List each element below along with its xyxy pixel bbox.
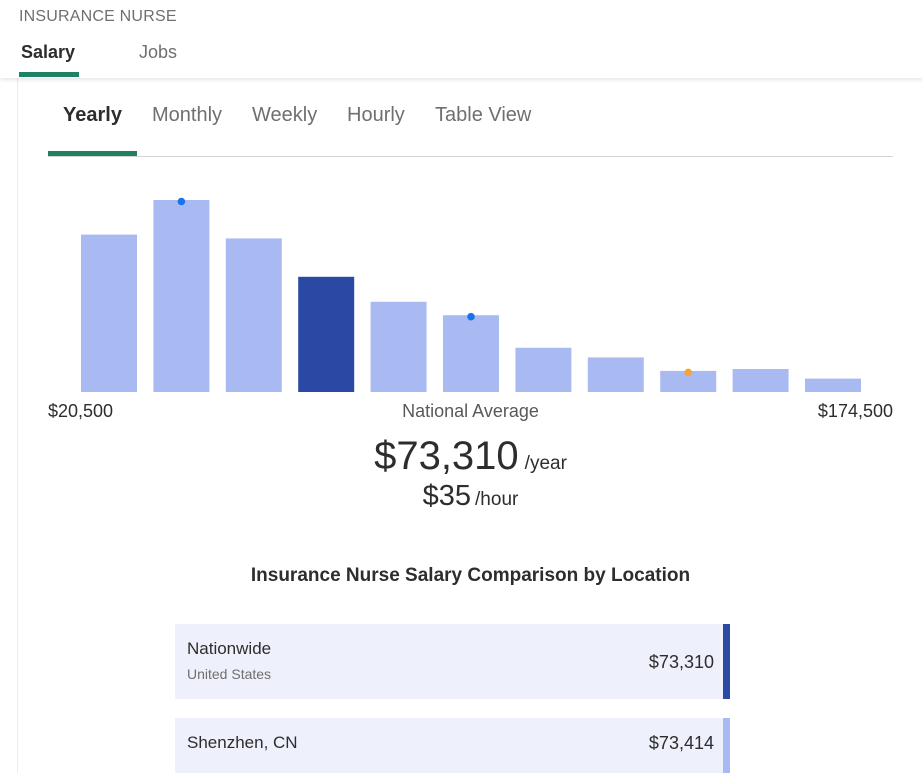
active-tab-indicator bbox=[19, 72, 79, 77]
active-subtab-indicator bbox=[48, 151, 137, 156]
histogram-bar[interactable] bbox=[81, 234, 137, 392]
histogram-min-label: $20,500 bbox=[48, 401, 114, 421]
histogram-bar[interactable] bbox=[153, 200, 210, 392]
histogram-marker bbox=[467, 312, 475, 321]
left-divider bbox=[17, 78, 18, 773]
histogram-bar[interactable] bbox=[225, 238, 282, 392]
location-salary: $73,414 bbox=[648, 733, 714, 753]
tab-hourly[interactable]: Hourly bbox=[347, 104, 405, 126]
histogram-bar[interactable] bbox=[515, 347, 572, 392]
location-bar bbox=[723, 718, 730, 773]
yearly-average: $73,310/year bbox=[0, 434, 923, 479]
histogram-center-label: National Average bbox=[402, 401, 539, 421]
job-title: INSURANCE NURSE bbox=[19, 8, 177, 25]
tab-table-view[interactable]: Table View bbox=[435, 104, 532, 126]
tab-jobs[interactable]: Jobs bbox=[139, 42, 178, 62]
histogram-bar[interactable] bbox=[660, 370, 717, 392]
location-row-shenzhen[interactable]: Shenzhen, CN $73,414 bbox=[175, 718, 730, 773]
location-salary: $73,310 bbox=[648, 652, 714, 672]
histogram-max-label: $174,500 bbox=[817, 401, 893, 421]
tab-salary[interactable]: Salary bbox=[21, 42, 76, 62]
location-name: Nationwide bbox=[187, 639, 272, 658]
histogram-bar[interactable] bbox=[805, 378, 861, 392]
histogram-marker bbox=[177, 197, 186, 206]
top-header: INSURANCE NURSE Salary Jobs bbox=[0, 0, 923, 78]
comparison-title: Insurance Nurse Salary Comparison by Loc… bbox=[250, 565, 691, 586]
tab-monthly[interactable]: Monthly bbox=[152, 104, 223, 126]
tab-weekly[interactable]: Weekly bbox=[252, 104, 318, 126]
histogram-bar[interactable] bbox=[298, 276, 355, 392]
location-name: Shenzhen, CN bbox=[187, 733, 298, 752]
hourly-average: $35/hour bbox=[0, 480, 923, 513]
location-country: United States bbox=[187, 666, 272, 682]
tab-yearly[interactable]: Yearly bbox=[63, 104, 122, 126]
histogram-bar[interactable] bbox=[370, 301, 427, 392]
hourly-average-amount: $35 bbox=[422, 480, 472, 512]
location-row-nationwide[interactable]: Nationwide United States $73,310 bbox=[175, 624, 730, 699]
histogram-bar[interactable] bbox=[443, 315, 499, 392]
histogram-bar[interactable] bbox=[587, 357, 644, 392]
hourly-average-unit: /hour bbox=[475, 489, 519, 510]
yearly-average-amount: $73,310 bbox=[374, 434, 519, 478]
location-bar bbox=[723, 624, 730, 699]
histogram-marker bbox=[684, 368, 692, 377]
yearly-average-unit: /year bbox=[524, 453, 567, 474]
period-tabs: Yearly Monthly Weekly Hourly Table View bbox=[48, 78, 893, 157]
histogram-bar[interactable] bbox=[732, 369, 789, 392]
